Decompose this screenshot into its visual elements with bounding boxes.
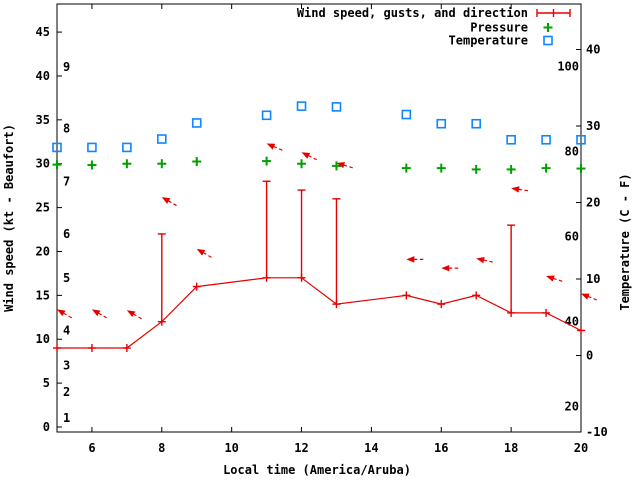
x-axis-label: Local time (America/Aruba) [223,463,411,477]
x-tick-label: 12 [294,441,308,455]
legend-label-wind: Wind speed, gusts, and direction [297,6,528,20]
y2-tick-label: 20 [586,196,600,210]
temperature-marker [401,109,412,120]
legend-temperature-sample [543,35,553,46]
wind-speed-line [57,277,582,349]
y2-tick-label: 40 [586,43,600,57]
wind-direction-arrow-tail [517,188,529,192]
x-tick-label: 18 [504,441,518,455]
beaufort-scale-label: 4 [63,323,70,337]
temperature-marker [506,134,516,145]
x-tick-label: 16 [434,441,448,455]
wind-direction-arrow-head [546,275,555,282]
beaufort-scale-label: 9 [63,60,70,74]
beaufort-scale-label: 2 [63,385,70,399]
wind-direction-arrow-head [476,257,485,264]
wind-direction-arrow-tail [342,164,353,169]
wind-direction-arrow-head [266,143,276,150]
wind-direction-arrow-head [406,256,415,263]
wind-direction-arrow-tail [62,312,73,319]
legend-label-temperature: Temperature [449,34,528,48]
y-tick-label: 45 [36,25,50,39]
x-tick-label: 8 [158,441,165,455]
y-tick-label: 30 [36,157,50,171]
wind-direction-arrow-head [336,162,346,169]
y-tick-label: 35 [36,113,50,127]
beaufort-scale-label: 6 [63,227,70,241]
wind-direction-arrow-head [301,152,311,159]
wind-direction-arrow-head [581,293,590,300]
y-tick-label: 20 [36,244,50,258]
beaufort-scale-label: 3 [63,359,70,373]
y-tick-label: 40 [36,69,50,83]
beaufort-scale-label: 1 [63,411,70,425]
y-axis-label: Wind speed (kt - Beaufort) [2,124,16,312]
temperature-marker [576,134,586,145]
axis-tick-labels: 6 8 10 12 14 16 18 20051015202530354045-1001020… [36,25,608,455]
wind-direction-arrow-tail [97,312,107,319]
x-tick-label: 6 [88,441,95,455]
temperature-marker [191,118,202,128]
fahrenheit-scale-label: 60 [565,230,579,244]
plot-border [56,3,582,433]
legend-symbols [536,9,571,46]
fahrenheit-scale-label: 40 [565,315,579,329]
wind-direction-arrow-tail [307,154,318,161]
y-tick-label: 5 [43,376,50,390]
temperature-marker [541,134,551,145]
y2-axis-label: Temperature (C - F) [618,173,632,310]
x-tick-label: 20 [574,441,588,455]
y-tick-label: 25 [36,201,50,215]
wind-direction-arrow-head [511,186,520,193]
fahrenheit-scale-label: 20 [565,400,579,414]
wind-direction-arrow-head [91,309,101,317]
y2-tick-label: -10 [586,425,608,439]
legend-label-pressure: Pressure [470,21,528,35]
axis-ticks [57,4,582,433]
data-series [52,101,597,353]
wind-direction-arrow-tail [552,277,563,282]
wind-direction-arrow-head [441,264,450,272]
y2-tick-label: 0 [586,349,593,363]
wind-direction-arrow-tail [132,313,142,320]
y2-tick-label: 10 [586,272,600,286]
secondary-scale-labels: 1 2 3 4 5 6 7 8 9 20 40 60 80 100 [63,60,579,426]
wind-direction-arrow-head [126,310,136,318]
wind-direction-arrow-tail [482,259,493,263]
y-tick-label: 0 [43,420,50,434]
wind-direction-arrow-head [161,197,171,204]
temperature-marker [471,118,482,129]
wind-direction-arrow-tail [202,251,212,258]
y-tick-label: 10 [36,332,50,346]
fahrenheit-scale-label: 80 [565,145,579,159]
wind-direction-arrow-head [57,309,66,317]
beaufort-scale-label: 5 [63,271,70,285]
beaufort-scale-label: 7 [63,174,70,188]
temperature-marker [331,102,342,112]
temperature-marker [261,110,272,121]
wind-direction-arrow-tail [167,200,177,207]
wind-direction-arrow-head [196,248,206,256]
beaufort-scale-label: 8 [63,122,70,136]
temperature-marker [122,142,132,153]
temperature-marker [87,142,97,153]
temperature-marker [52,142,62,153]
temperature-marker [296,101,307,111]
fahrenheit-scale-label: 100 [557,60,579,74]
temperature-marker [157,134,167,144]
x-tick-label: 14 [364,441,378,455]
x-tick-label: 10 [224,441,238,455]
y2-tick-label: 30 [586,119,600,133]
temperature-marker [436,118,447,129]
wind-direction-arrow-tail [587,295,597,301]
wind-direction-arrow-tail [272,145,283,151]
y-tick-label: 15 [36,288,50,302]
